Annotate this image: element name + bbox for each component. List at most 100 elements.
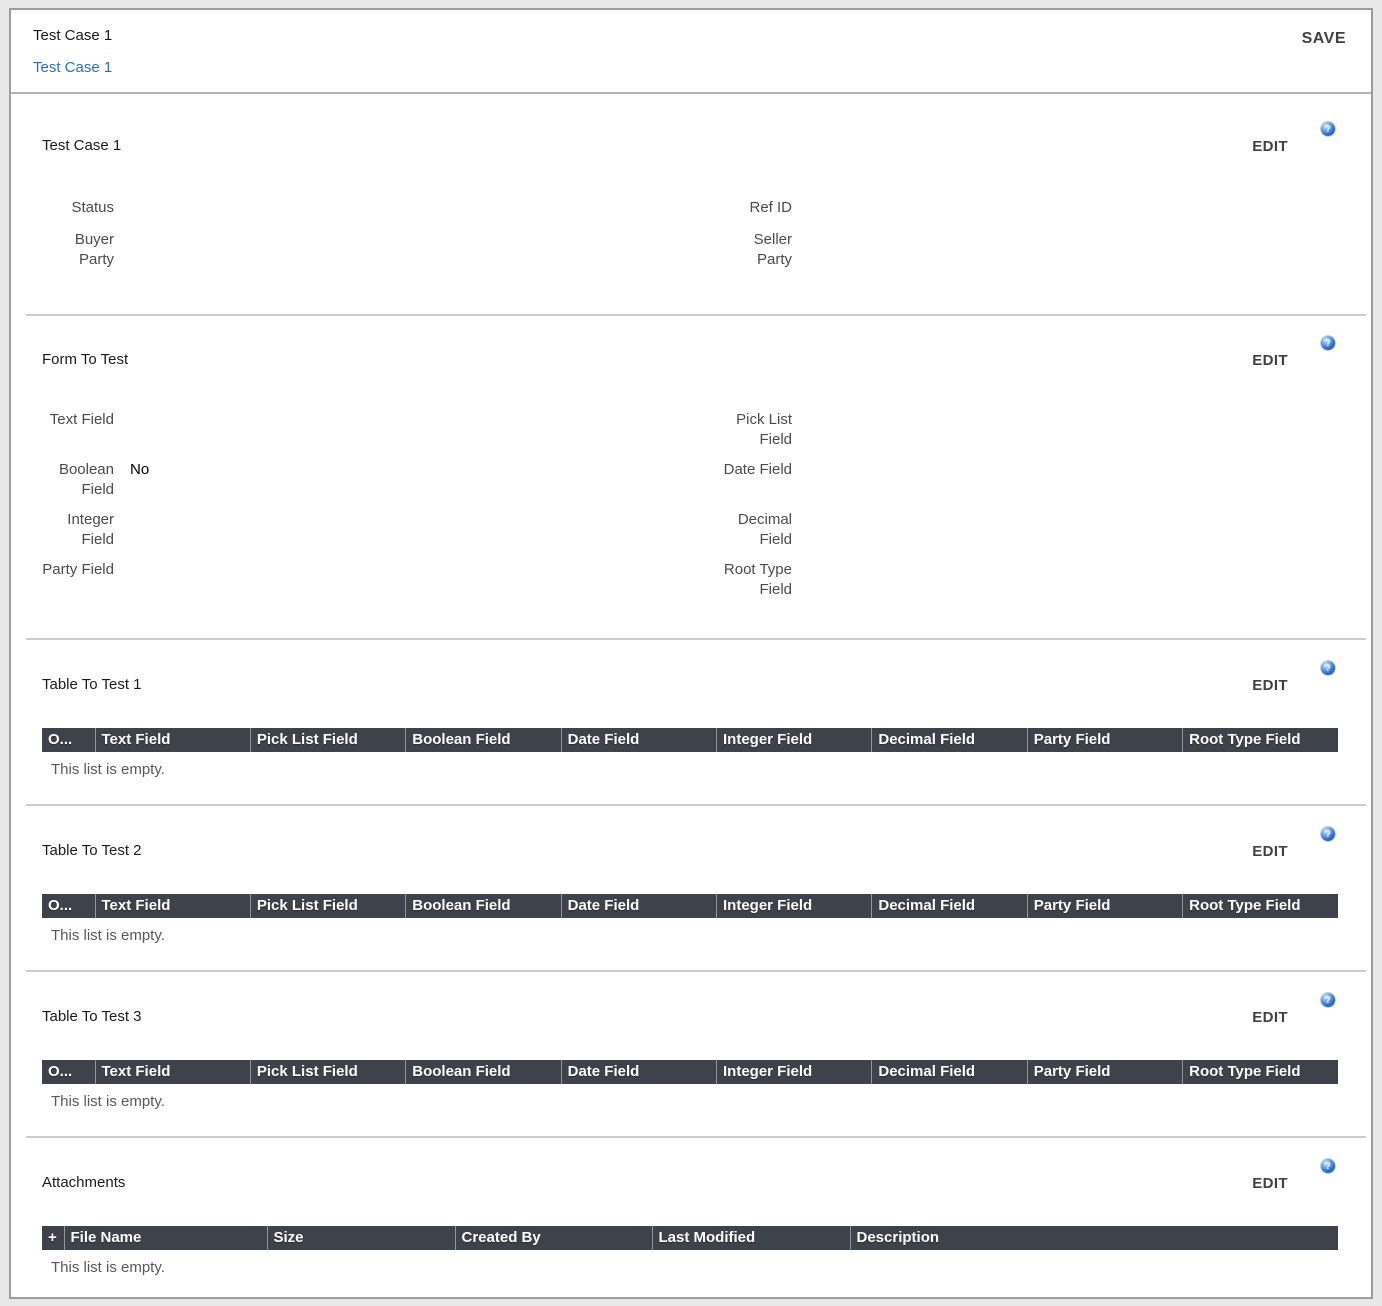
column-header-party-field: Party Field — [1027, 1060, 1184, 1084]
table-to-test-2-table: O... Text Field Pick List Field Boolean … — [42, 894, 1338, 918]
column-header-pick-list-field: Pick List Field — [250, 894, 407, 918]
column-header-order: O... — [42, 728, 96, 752]
help-icon[interactable]: ? — [1321, 661, 1335, 675]
section-title: Table To Test 2 — [42, 842, 142, 859]
field-row: Ref ID — [690, 198, 1338, 218]
table-header-row: + File Name Size Created By Last Modifie… — [42, 1226, 1338, 1250]
field-row: Root Type Field — [690, 560, 1338, 600]
column-header-description: Description — [850, 1226, 1338, 1250]
form-column-left: Status Buyer Party — [42, 198, 690, 282]
column-header-party-field: Party Field — [1027, 894, 1184, 918]
field-label-status: Status — [71, 199, 114, 216]
column-header-size: Size — [267, 1226, 456, 1250]
empty-list-text: This list is empty. — [51, 1259, 165, 1276]
page-title: Test Case 1 — [33, 27, 113, 44]
save-button[interactable]: SAVE — [1301, 30, 1346, 47]
column-header-decimal-field: Decimal Field — [871, 1060, 1028, 1084]
column-header-created-by: Created By — [455, 1226, 653, 1250]
help-icon[interactable]: ? — [1321, 993, 1335, 1007]
field-label-integer-field: Integer Field — [67, 511, 114, 548]
section-test-case-1: Test Case 1 EDIT ? Status Buyer Party Re… — [11, 94, 1371, 314]
form-column-right: Pick List Field Date Field Decimal Field… — [690, 410, 1338, 610]
column-header-decimal-field: Decimal Field — [871, 728, 1028, 752]
section-head: Table To Test 2 EDIT ? — [42, 827, 1338, 861]
field-label-buyer-party: Buyer Party — [74, 231, 114, 268]
form-column-right: Ref ID Seller Party — [690, 198, 1338, 282]
section-divider — [26, 970, 1366, 972]
column-header-decimal-field: Decimal Field — [871, 894, 1028, 918]
section-title: Table To Test 3 — [42, 1008, 142, 1025]
section-head: Table To Test 1 EDIT ? — [42, 661, 1338, 695]
field-label-root-type-field: Root Type Field — [723, 561, 792, 598]
field-row: Date Field — [690, 460, 1338, 500]
column-header-root-type-field: Root Type Field — [1182, 894, 1338, 918]
section-head: Test Case 1 EDIT ? — [42, 122, 1338, 156]
section-table-to-test-1: Table To Test 1 EDIT ? O... Text Field P… — [11, 640, 1371, 804]
column-header-date-field: Date Field — [561, 894, 718, 918]
section-title: Table To Test 1 — [42, 676, 142, 693]
column-header-text-field: Text Field — [95, 894, 251, 918]
section-head: Attachments EDIT ? — [42, 1159, 1338, 1193]
field-row: Party Field — [42, 560, 690, 600]
field-label-pick-list-field: Pick List Field — [736, 411, 792, 448]
empty-list-text: This list is empty. — [51, 761, 165, 778]
column-header-integer-field: Integer Field — [716, 894, 873, 918]
column-header-order: O... — [42, 1060, 96, 1084]
form-grid: Text Field Boolean Field No Integer Fiel… — [42, 410, 1338, 610]
section-head: Table To Test 3 EDIT ? — [42, 993, 1338, 1027]
main-panel: Test Case 1 Test Case 1 SAVE Test Case 1… — [9, 8, 1373, 1299]
edit-button[interactable]: EDIT — [1252, 1175, 1288, 1192]
section-form-to-test: Form To Test EDIT ? Text Field Boolean F… — [11, 316, 1371, 638]
field-label-boolean-field: Boolean Field — [58, 461, 114, 498]
help-icon[interactable]: ? — [1321, 122, 1335, 136]
empty-list-text: This list is empty. — [51, 1093, 165, 1110]
help-icon[interactable]: ? — [1321, 827, 1335, 841]
edit-button[interactable]: EDIT — [1252, 138, 1288, 155]
section-divider — [26, 804, 1366, 806]
help-icon[interactable]: ? — [1321, 336, 1335, 350]
edit-button[interactable]: EDIT — [1252, 352, 1288, 369]
table-to-test-1-table: O... Text Field Pick List Field Boolean … — [42, 728, 1338, 752]
column-header-text-field: Text Field — [95, 1060, 251, 1084]
column-header-file-name: File Name — [64, 1226, 268, 1250]
help-icon[interactable]: ? — [1321, 1159, 1335, 1173]
edit-button[interactable]: EDIT — [1252, 843, 1288, 860]
field-row: Decimal Field — [690, 510, 1338, 550]
empty-list-text: This list is empty. — [51, 927, 165, 944]
column-header-boolean-field: Boolean Field — [405, 894, 562, 918]
column-header-last-modified: Last Modified — [652, 1226, 851, 1250]
field-row: Pick List Field — [690, 410, 1338, 450]
section-divider — [26, 314, 1366, 316]
field-row: Buyer Party — [42, 230, 690, 270]
field-label-text-field: Text Field — [49, 411, 114, 428]
section-title: Attachments — [42, 1174, 126, 1191]
column-header-boolean-field: Boolean Field — [405, 1060, 562, 1084]
section-divider — [26, 638, 1366, 640]
field-row: Text Field — [42, 410, 690, 450]
edit-button[interactable]: EDIT — [1252, 677, 1288, 694]
field-row: Boolean Field No — [42, 460, 690, 500]
field-row: Status — [42, 198, 690, 218]
field-label-ref-id: Ref ID — [749, 199, 792, 216]
record-link[interactable]: Test Case 1 — [33, 59, 113, 76]
column-header-root-type-field: Root Type Field — [1182, 1060, 1338, 1084]
column-header-integer-field: Integer Field — [716, 728, 873, 752]
column-header-integer-field: Integer Field — [716, 1060, 873, 1084]
column-header-pick-list-field: Pick List Field — [250, 728, 407, 752]
field-label-decimal-field: Decimal Field — [737, 511, 792, 548]
form-column-left: Text Field Boolean Field No Integer Fiel… — [42, 410, 690, 610]
section-attachments: Attachments EDIT ? + File Name Size Crea… — [11, 1138, 1371, 1297]
field-label-seller-party: Seller Party — [753, 231, 792, 268]
field-row: Seller Party — [690, 230, 1338, 270]
table-to-test-3-table: O... Text Field Pick List Field Boolean … — [42, 1060, 1338, 1084]
column-header-order: O... — [42, 894, 96, 918]
section-table-to-test-2: Table To Test 2 EDIT ? O... Text Field P… — [11, 806, 1371, 970]
column-header-date-field: Date Field — [561, 1060, 718, 1084]
section-title: Test Case 1 — [42, 137, 122, 154]
section-table-to-test-3: Table To Test 3 EDIT ? O... Text Field P… — [11, 972, 1371, 1136]
section-title: Form To Test — [42, 351, 129, 368]
section-divider — [26, 1136, 1366, 1138]
edit-button[interactable]: EDIT — [1252, 1009, 1288, 1026]
top-header-left: Test Case 1 Test Case 1 — [33, 26, 112, 78]
add-attachment-button[interactable]: + — [42, 1226, 65, 1250]
